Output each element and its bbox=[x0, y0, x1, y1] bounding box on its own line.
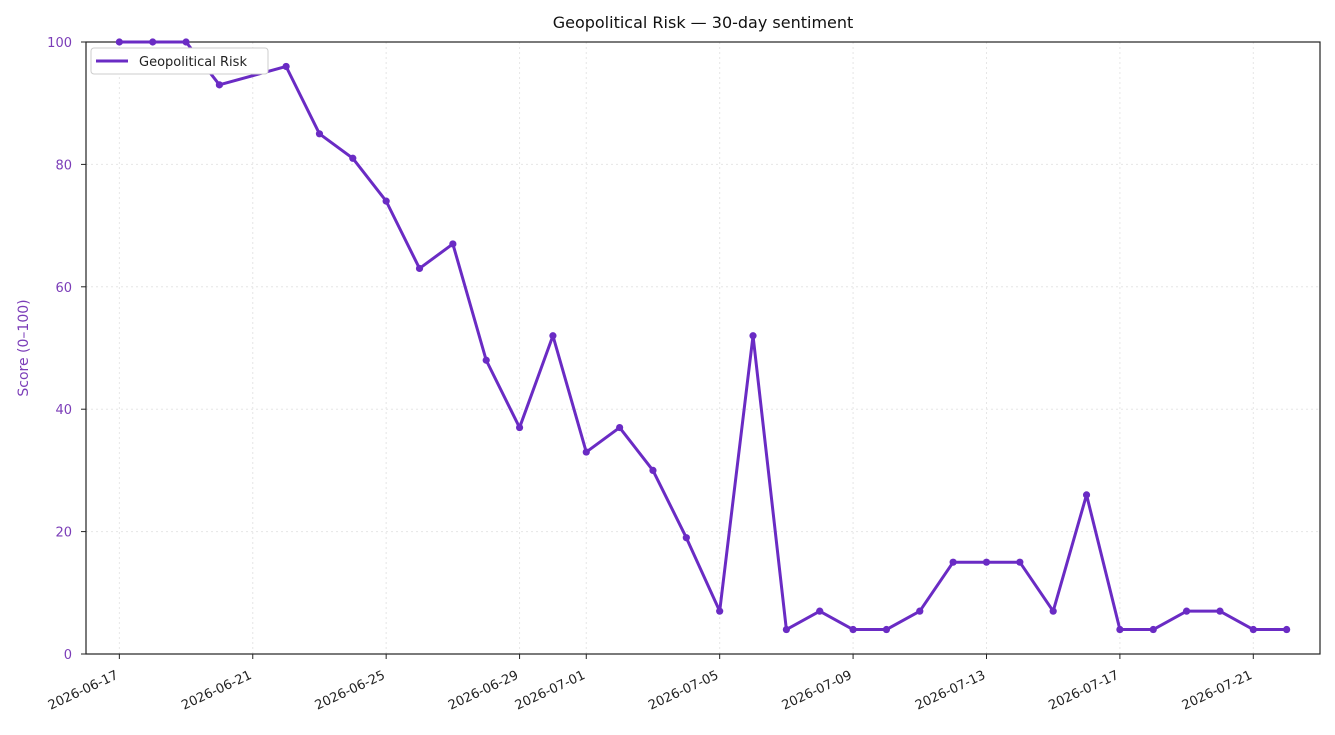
y-tick-label: 20 bbox=[55, 526, 72, 541]
data-point bbox=[982, 558, 991, 566]
data-point bbox=[1216, 607, 1224, 615]
data-point bbox=[1249, 625, 1257, 634]
data-point bbox=[882, 625, 891, 634]
data-point bbox=[282, 62, 290, 71]
y-axis-label: Score (0–100) bbox=[16, 299, 32, 396]
y-tick-label: 60 bbox=[55, 281, 72, 296]
data-point bbox=[1283, 625, 1291, 634]
data-point bbox=[549, 332, 557, 340]
data-point bbox=[182, 38, 190, 46]
data-point bbox=[949, 558, 957, 566]
data-point bbox=[1016, 558, 1024, 566]
data-point bbox=[616, 423, 624, 432]
series-layer bbox=[115, 38, 1291, 634]
data-point bbox=[1116, 625, 1124, 634]
data-point bbox=[916, 607, 924, 615]
data-point bbox=[382, 197, 390, 205]
data-point bbox=[482, 356, 490, 364]
chart-title: Geopolitical Risk — 30-day sentiment bbox=[553, 13, 854, 32]
data-point bbox=[149, 38, 157, 46]
data-point bbox=[115, 38, 123, 46]
data-point bbox=[1149, 625, 1157, 634]
plot-frame bbox=[85, 41, 1321, 655]
data-point bbox=[749, 332, 757, 340]
data-point bbox=[1049, 607, 1057, 615]
legend: Geopolitical Risk bbox=[90, 47, 269, 75]
data-point bbox=[582, 448, 590, 456]
data-point bbox=[649, 466, 657, 474]
grid bbox=[86, 41, 1320, 655]
data-point bbox=[315, 130, 324, 138]
data-point bbox=[782, 625, 790, 634]
data-point bbox=[349, 154, 357, 162]
y-tick-label: 0 bbox=[64, 648, 72, 663]
data-point bbox=[1082, 491, 1091, 499]
legend-label: Geopolitical Risk bbox=[139, 55, 247, 70]
data-point bbox=[716, 607, 724, 615]
data-point bbox=[415, 264, 424, 273]
legend-box bbox=[90, 47, 269, 75]
data-point bbox=[849, 625, 857, 634]
data-point bbox=[816, 607, 824, 615]
data-point bbox=[1182, 607, 1191, 615]
y-tick-label: 100 bbox=[47, 36, 72, 51]
y-tick-label: 80 bbox=[55, 158, 72, 173]
data-point bbox=[515, 423, 524, 432]
data-point bbox=[682, 534, 690, 542]
data-point bbox=[215, 81, 224, 89]
y-tick-label: 40 bbox=[55, 403, 72, 418]
data-point bbox=[449, 240, 457, 248]
